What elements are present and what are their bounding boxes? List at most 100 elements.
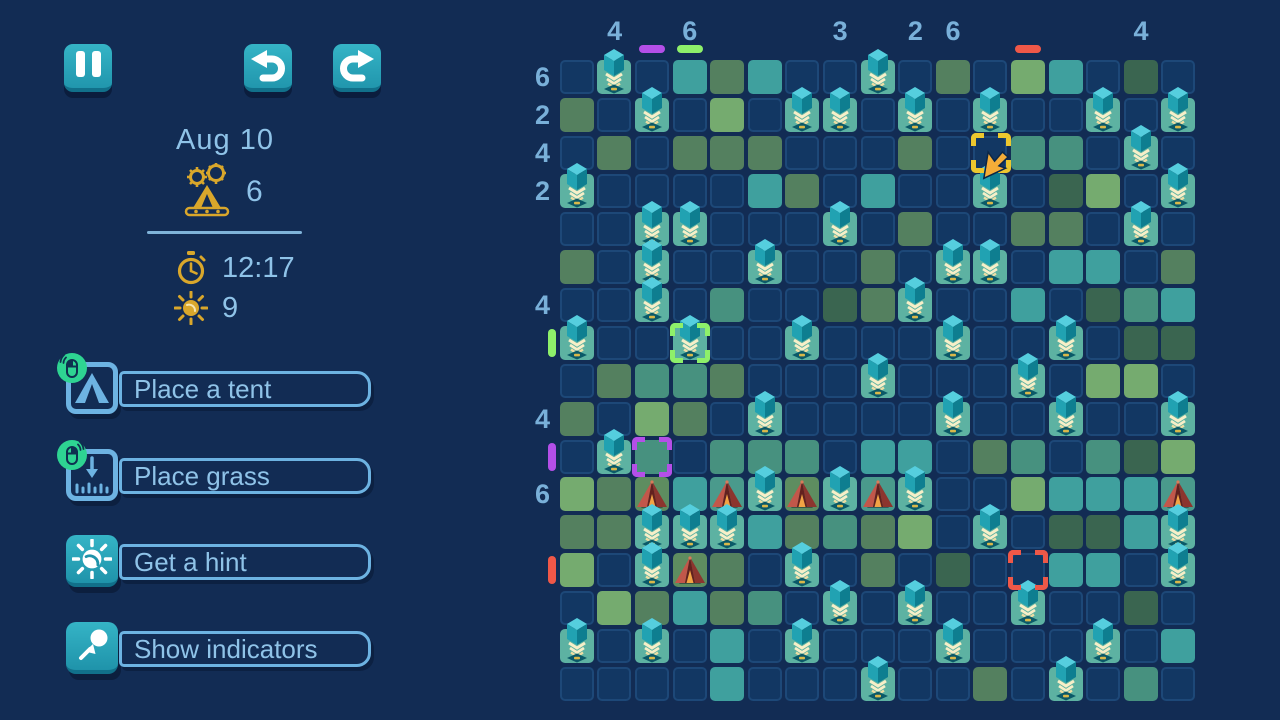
grid-cell[interactable] [1123, 249, 1158, 284]
grid-cell[interactable] [710, 553, 745, 588]
grid-cell[interactable] [1161, 439, 1196, 474]
grid-cell[interactable] [672, 667, 707, 702]
tool-get-a-hint[interactable]: Get a hint [66, 535, 378, 587]
grid-cell[interactable] [1086, 363, 1121, 398]
grid-cell[interactable] [1011, 553, 1045, 588]
grid-cell[interactable] [747, 211, 782, 246]
grid-cell[interactable] [1161, 135, 1196, 170]
grid-cell-tree[interactable] [823, 580, 857, 626]
grid-cell-tent[interactable] [860, 477, 895, 512]
grid-cell[interactable] [785, 363, 820, 398]
grid-cell-tree[interactable] [1011, 352, 1045, 398]
grid-cell[interactable] [1123, 325, 1158, 360]
grid-cell-tree[interactable] [597, 49, 632, 94]
tool-label[interactable]: Place a tent [119, 371, 371, 407]
grid-cell[interactable] [597, 173, 632, 208]
grid-cell[interactable] [1011, 439, 1045, 474]
grid-cell[interactable] [1086, 401, 1121, 436]
grid-cell[interactable] [1123, 515, 1158, 550]
grid-cell[interactable] [710, 287, 745, 322]
grid-cell-tree[interactable] [898, 276, 933, 322]
redo-button[interactable] [333, 44, 381, 92]
grid-cell[interactable] [823, 287, 857, 322]
grid-cell[interactable] [1048, 249, 1083, 284]
grid-cell[interactable] [860, 97, 895, 132]
grid-cell[interactable] [597, 515, 632, 550]
grid-cell-tree[interactable] [559, 162, 594, 208]
grid-cell-tree[interactable] [973, 86, 1008, 132]
grid-cell[interactable] [1048, 135, 1083, 170]
grid-cell-tree[interactable] [935, 314, 970, 360]
grid-cell[interactable] [1086, 249, 1121, 284]
grid-cell-tree[interactable] [635, 86, 669, 132]
grid-cell[interactable] [785, 135, 820, 170]
grid-cell[interactable] [1123, 287, 1158, 322]
grid-cell-tree[interactable] [785, 86, 820, 132]
grid-cell[interactable] [672, 629, 707, 664]
grid-cell[interactable] [935, 60, 970, 94]
grid-cell[interactable] [635, 135, 669, 170]
undo-button[interactable] [244, 44, 292, 92]
grid-cell[interactable] [747, 439, 782, 474]
grid-cell[interactable] [860, 515, 895, 550]
tool-place-grass[interactable]: Place grass [57, 439, 378, 501]
grid-cell[interactable] [1161, 211, 1196, 246]
grid-cell[interactable] [747, 173, 782, 208]
grid-cell[interactable] [635, 325, 669, 360]
grid-cell[interactable] [898, 249, 933, 284]
grid-cell[interactable] [747, 287, 782, 322]
hint-sun-icon-box[interactable] [66, 535, 118, 587]
grid-cell[interactable] [597, 287, 632, 322]
grid-cell-tree[interactable] [973, 238, 1008, 284]
grid-cell[interactable] [860, 439, 895, 474]
grid-cell[interactable] [559, 591, 594, 626]
grid-cell[interactable] [898, 515, 933, 550]
grid-cell-tree[interactable] [559, 618, 594, 664]
tool-place-a-tent[interactable]: Place a tent [57, 353, 378, 414]
grid-cell[interactable] [785, 667, 820, 702]
grid-cell[interactable] [973, 325, 1008, 360]
grid-cell[interactable] [559, 515, 594, 550]
grid-cell[interactable] [935, 97, 970, 132]
grid-cell[interactable] [559, 97, 594, 132]
grid-cell[interactable] [597, 401, 632, 436]
grid-cell[interactable] [559, 249, 594, 284]
grid-cell[interactable] [1086, 173, 1121, 208]
grid-cell-tent[interactable] [785, 477, 820, 512]
grid-cell[interactable] [1161, 591, 1196, 626]
grid-cell[interactable] [1011, 667, 1045, 702]
grid-cell[interactable] [710, 439, 745, 474]
grid-cell[interactable] [597, 591, 632, 626]
grid-cell[interactable] [559, 135, 594, 170]
grid-cell[interactable] [785, 515, 820, 550]
grid-cell-tree[interactable] [823, 466, 857, 512]
grid-cell[interactable] [747, 629, 782, 664]
grid-cell[interactable] [898, 60, 933, 94]
grid-cell[interactable] [747, 591, 782, 626]
grid-cell[interactable] [597, 667, 632, 702]
grid-cell[interactable] [823, 629, 857, 664]
grid-cell[interactable] [1011, 173, 1045, 208]
grid-cell-tree[interactable] [898, 580, 933, 626]
grid-cell[interactable] [747, 97, 782, 132]
grid-cell-tree[interactable] [785, 314, 820, 360]
grid-cell[interactable] [1161, 667, 1196, 702]
grid-cell[interactable] [1011, 287, 1045, 322]
grid-cell[interactable] [823, 135, 857, 170]
grid-cell[interactable] [747, 135, 782, 170]
grid-cell-tree[interactable] [823, 200, 857, 246]
grid-cell[interactable] [1011, 60, 1045, 94]
grid-cell[interactable] [710, 629, 745, 664]
grid-cell[interactable] [747, 60, 782, 94]
grid-cell[interactable] [1086, 60, 1121, 94]
grid-cell[interactable] [559, 553, 594, 588]
grid-cell[interactable] [1048, 553, 1083, 588]
grid-cell[interactable] [710, 173, 745, 208]
grid-cell-tree[interactable] [1048, 390, 1083, 436]
grid-cell[interactable] [710, 211, 745, 246]
grid-cell[interactable] [1086, 477, 1121, 512]
grid-cell-tree[interactable] [747, 390, 782, 436]
grid-cell[interactable] [898, 553, 933, 588]
grid-cell[interactable] [898, 173, 933, 208]
grid-cell[interactable] [1086, 211, 1121, 246]
